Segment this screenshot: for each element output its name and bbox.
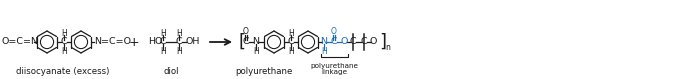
Text: H: H	[176, 47, 182, 56]
Text: H: H	[253, 47, 259, 56]
Text: H: H	[160, 47, 166, 56]
Text: N=C=O: N=C=O	[94, 38, 131, 47]
Text: H: H	[61, 47, 67, 56]
Text: C: C	[350, 38, 356, 47]
Text: +: +	[129, 35, 139, 49]
Text: polyurethane: polyurethane	[311, 63, 358, 69]
Text: C: C	[360, 38, 368, 47]
Text: OH: OH	[186, 38, 200, 47]
Text: H: H	[288, 47, 294, 56]
Text: C: C	[243, 38, 249, 47]
Text: C: C	[288, 38, 294, 47]
Text: H: H	[288, 29, 294, 38]
Text: O: O	[370, 38, 377, 47]
Text: C: C	[160, 38, 167, 47]
Text: C: C	[330, 38, 337, 47]
Text: linkage: linkage	[321, 69, 348, 75]
Text: H: H	[176, 29, 182, 38]
Text: H: H	[321, 47, 327, 56]
Text: N: N	[253, 38, 260, 47]
Text: polyurethane: polyurethane	[235, 67, 293, 76]
Text: C: C	[61, 38, 67, 47]
Text: H: H	[160, 29, 166, 38]
Text: O: O	[243, 27, 249, 36]
Text: HO: HO	[148, 38, 162, 47]
Text: O: O	[340, 38, 348, 47]
Text: N: N	[321, 38, 328, 47]
Text: n: n	[385, 43, 390, 52]
Text: O=C=N: O=C=N	[2, 38, 39, 47]
Text: H: H	[61, 29, 67, 38]
Text: diisocyanate (excess): diisocyanate (excess)	[16, 67, 110, 76]
Text: ]: ]	[379, 33, 386, 51]
Text: [: [	[239, 33, 246, 51]
Text: O: O	[331, 27, 337, 36]
Text: diol: diol	[164, 67, 179, 76]
Text: C: C	[176, 38, 182, 47]
